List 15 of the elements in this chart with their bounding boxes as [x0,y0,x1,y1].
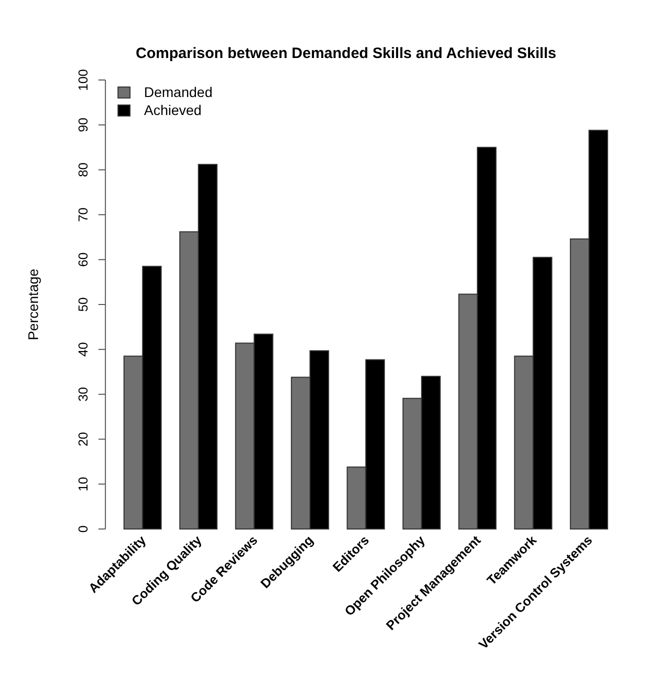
y-tick-label: 10 [75,476,90,492]
y-tick-label: 50 [75,297,90,312]
y-tick-label: 70 [75,207,90,222]
y-tick-label: 80 [75,162,90,178]
legend-label: Demanded [144,84,212,100]
y-tick-label: 20 [75,432,90,446]
y-axis-title: Percentage [25,268,41,340]
legend-label: Achieved [144,102,202,118]
y-tick-label: 100 [75,69,90,91]
y-tick-label: 90 [75,118,90,132]
chart-title: Comparison between Demanded Skills and Achieved Skills [136,45,556,62]
y-tick-label: 60 [75,252,90,267]
y-tick-label: 0 [75,525,90,533]
y-tick-label: 40 [75,342,90,357]
y-tick-label: 30 [75,387,90,402]
